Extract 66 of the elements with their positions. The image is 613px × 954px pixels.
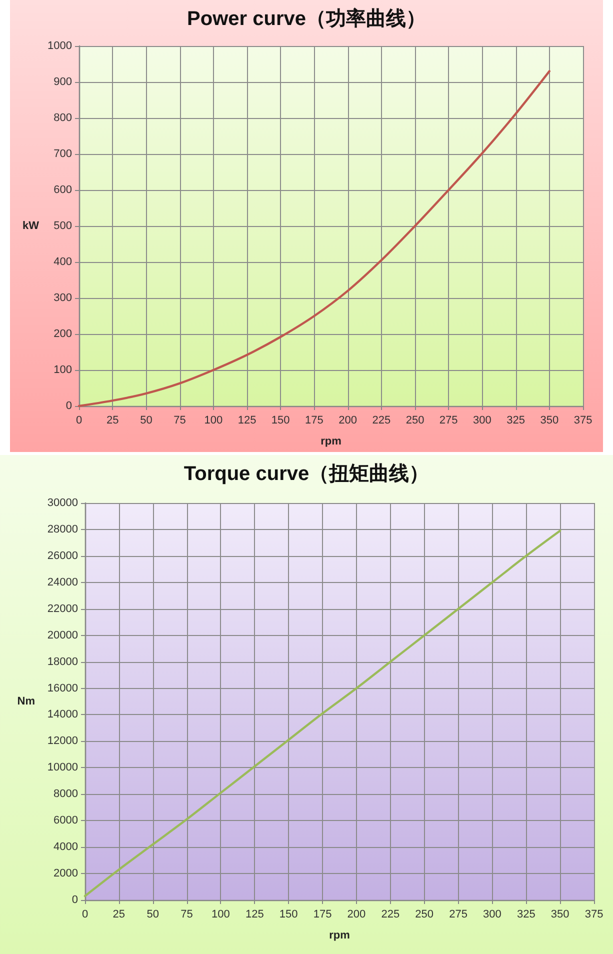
y-tick-label: 500 xyxy=(54,220,72,232)
y-tick-label: 800 xyxy=(54,112,72,124)
x-tick-label: 25 xyxy=(112,908,126,920)
y-tick-label: 0 xyxy=(66,400,72,412)
x-tick-label: 125 xyxy=(245,908,264,920)
y-tick-label: 16000 xyxy=(47,682,78,694)
y-tick-label: 22000 xyxy=(47,602,78,615)
x-tick-label: 100 xyxy=(204,414,223,426)
y-tick-label: 8000 xyxy=(54,788,78,800)
x-tick-label: 325 xyxy=(516,908,536,920)
y-tick-label: 600 xyxy=(54,184,72,196)
x-tick-label: 375 xyxy=(574,414,592,426)
y-tick-label: 2000 xyxy=(54,868,78,880)
x-tick-label: 200 xyxy=(347,908,366,920)
x-tick-label: 125 xyxy=(238,414,256,426)
y-tick-label: 28000 xyxy=(47,523,78,536)
x-tick-label: 300 xyxy=(473,414,492,426)
x-tick-label: 275 xyxy=(449,908,468,920)
y-tick-label: 30000 xyxy=(47,497,78,509)
x-tick-label: 25 xyxy=(106,414,119,426)
x-tick-label: 350 xyxy=(550,908,570,920)
x-axis-title: rpm xyxy=(320,436,342,448)
x-tick-label: 250 xyxy=(415,908,434,920)
x-axis-title: rpm xyxy=(329,930,350,942)
x-tick-label: 175 xyxy=(305,414,324,426)
x-tick-label: 75 xyxy=(174,414,186,426)
y-tick-label: 200 xyxy=(54,328,72,340)
y-axis-title: kW xyxy=(22,220,40,232)
x-tick-label: 275 xyxy=(439,414,458,426)
x-tick-label: 150 xyxy=(271,414,290,426)
x-tick-label: 50 xyxy=(140,414,152,426)
y-tick-label: 4000 xyxy=(54,841,78,854)
y-tick-label: 12000 xyxy=(47,735,78,748)
x-tick-label: 75 xyxy=(180,908,193,920)
x-tick-label: 175 xyxy=(313,908,332,920)
y-tick-label: 300 xyxy=(54,292,72,304)
x-tick-label: 0 xyxy=(82,908,88,920)
x-tick-label: 50 xyxy=(146,908,159,920)
x-tick-label: 100 xyxy=(212,908,230,920)
y-tick-label: 100 xyxy=(54,364,72,376)
x-tick-label: 325 xyxy=(506,414,525,426)
y-tick-label: 400 xyxy=(54,256,72,268)
y-axis-title: Nm xyxy=(17,696,36,708)
y-tick-label: 26000 xyxy=(47,550,78,562)
y-tick-label: 700 xyxy=(54,148,72,160)
x-tick-label: 225 xyxy=(372,414,391,426)
y-tick-label: 10000 xyxy=(47,762,78,774)
chart-title: Power curve（功率曲线） xyxy=(187,7,426,30)
x-tick-label: 350 xyxy=(540,414,559,426)
x-tick-label: 300 xyxy=(483,908,502,920)
line-series xyxy=(84,530,562,898)
y-tick-label: 18000 xyxy=(47,656,78,668)
y-tick-label: 20000 xyxy=(47,629,78,642)
x-tick-label: 225 xyxy=(381,908,400,920)
x-tick-label: 200 xyxy=(338,414,357,426)
y-tick-label: 900 xyxy=(54,76,72,88)
y-tick-label: 24000 xyxy=(47,576,78,588)
y-tick-label: 1000 xyxy=(48,40,72,52)
x-tick-label: 250 xyxy=(406,414,424,426)
x-tick-label: 150 xyxy=(279,908,298,920)
chart-title: Torque curve（扭矩曲线） xyxy=(184,463,430,485)
y-tick-label: 14000 xyxy=(47,708,78,721)
x-tick-label: 375 xyxy=(584,908,604,920)
y-tick-label: 6000 xyxy=(54,814,78,827)
y-tick-label: 0 xyxy=(72,894,78,906)
line-series xyxy=(78,70,550,408)
